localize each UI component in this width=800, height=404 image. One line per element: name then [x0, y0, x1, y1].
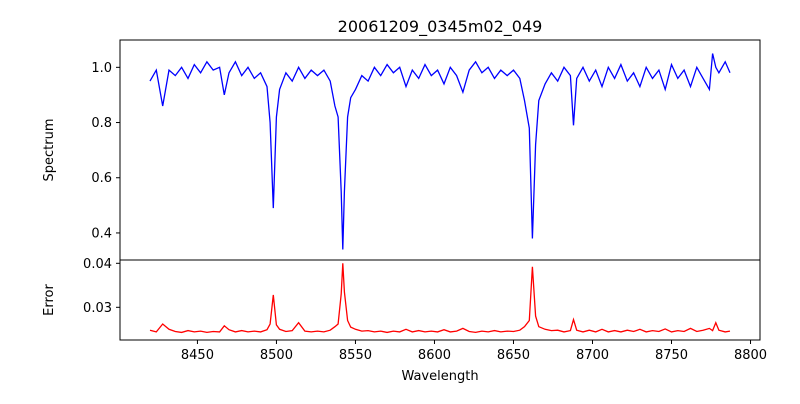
spectrum-y-axis: 0.4 0.6 0.8 1.0 [91, 61, 120, 241]
error-axes-frame [119, 259, 761, 341]
spectrum-axes-frame [119, 39, 761, 261]
x-tick-label: 8550 [339, 348, 372, 363]
x-tick-label: 8450 [181, 348, 214, 363]
spectrum-y-label: Spectrum [42, 119, 57, 182]
spectrum-line [149, 53, 731, 250]
error-y-axis: 0.03 0.04 [83, 257, 120, 316]
x-tick-label: 8750 [655, 348, 688, 363]
chart-title: 20061209_0345m02_049 [338, 17, 543, 37]
spectrum-y-tick-label: 0.8 [91, 116, 112, 131]
x-tick-label: 8800 [734, 348, 767, 363]
spectrum-y-tick-label: 0.4 [91, 226, 112, 241]
x-tick-label: 8500 [260, 348, 293, 363]
x-axis-label: Wavelength [401, 369, 478, 384]
x-tick-label: 8700 [576, 348, 609, 363]
x-tick-label: 8600 [418, 348, 451, 363]
error-line [149, 263, 731, 334]
x-tick-label: 8650 [497, 348, 530, 363]
error-y-tick-label: 0.04 [83, 257, 112, 272]
spectrum-y-tick-label: 0.6 [91, 171, 112, 186]
x-axis: 8450 8500 8550 8600 8650 8700 8750 8800 [181, 340, 767, 363]
error-y-label: Error [42, 284, 57, 316]
error-y-tick-label: 0.03 [83, 301, 112, 316]
spectrum-y-tick-label: 1.0 [91, 61, 112, 76]
